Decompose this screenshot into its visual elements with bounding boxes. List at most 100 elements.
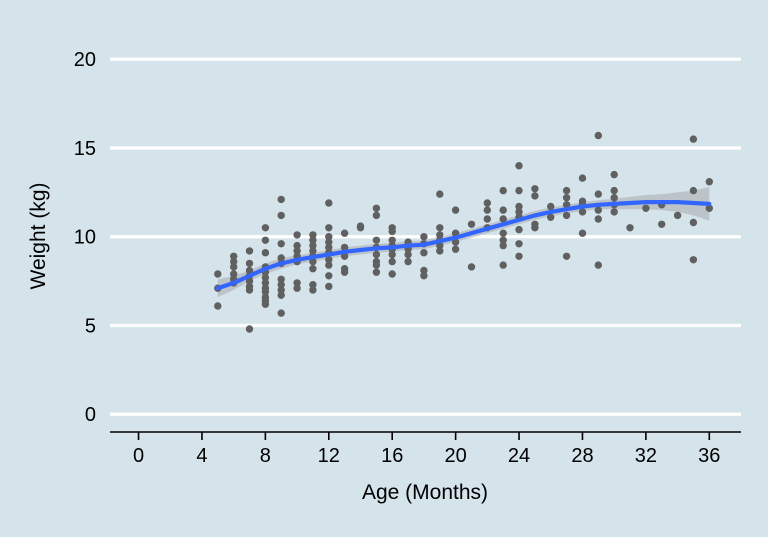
- data-point-65: [340, 229, 349, 237]
- data-point-154: [626, 224, 634, 232]
- data-point-58: [325, 238, 333, 246]
- data-point-90: [404, 250, 412, 259]
- data-point-23: [261, 279, 270, 287]
- data-point-57: [325, 233, 333, 241]
- data-point-37: [277, 291, 285, 299]
- data-point-98: [436, 224, 444, 232]
- data-point-76: [372, 250, 381, 259]
- data-point-53: [309, 281, 317, 289]
- data-point-49: [309, 247, 317, 255]
- data-point-117: [499, 236, 507, 244]
- data-point-39: [293, 231, 301, 239]
- data-point-108: [467, 263, 476, 271]
- data-point-72: [372, 204, 381, 212]
- y-tick-label-1: 5: [85, 315, 96, 337]
- data-point-28: [261, 300, 270, 308]
- data-point-4: [230, 257, 238, 266]
- data-point-107: [467, 220, 476, 228]
- data-point-132: [547, 202, 555, 211]
- data-point-95: [420, 266, 428, 275]
- data-point-18: [261, 236, 270, 244]
- x-tick-label-7: 28: [571, 445, 593, 467]
- data-point-135: [562, 194, 571, 202]
- data-point-46: [309, 231, 317, 239]
- data-point-86: [388, 257, 396, 266]
- data-point-137: [562, 211, 571, 220]
- data-point-13: [245, 277, 254, 285]
- data-point-47: [309, 236, 317, 244]
- data-point-74: [372, 236, 381, 244]
- data-point-2: [214, 302, 222, 310]
- data-point-138: [562, 252, 571, 260]
- x-tick-label-8: 32: [635, 445, 657, 467]
- data-point-127: [515, 252, 523, 260]
- data-point-114: [499, 206, 507, 214]
- data-point-44: [293, 279, 301, 287]
- data-point-61: [325, 256, 333, 264]
- data-point-106: [451, 245, 460, 253]
- data-point-32: [277, 254, 285, 262]
- data-point-113: [499, 186, 507, 195]
- data-point-109: [483, 199, 491, 207]
- data-point-145: [594, 190, 602, 198]
- x-tick-label-4: 16: [381, 445, 403, 467]
- data-point-17: [261, 224, 270, 232]
- data-point-48: [309, 241, 317, 250]
- y-axis-ticks: 0 5 10 15 20: [74, 49, 96, 426]
- data-point-87: [388, 270, 396, 278]
- data-point-118: [499, 241, 507, 250]
- y-tick-label-0: 0: [85, 404, 96, 426]
- data-point-29: [277, 195, 285, 204]
- data-point-147: [594, 215, 602, 223]
- data-point-111: [483, 215, 491, 223]
- data-point-120: [515, 162, 523, 170]
- data-point-71: [356, 224, 365, 232]
- data-point-119: [499, 261, 507, 269]
- x-tick-label-1: 4: [196, 445, 207, 467]
- data-point-153: [610, 208, 618, 216]
- y-axis-title: Weight (kg): [27, 183, 50, 290]
- data-point-151: [610, 194, 618, 202]
- data-point-148: [594, 261, 602, 269]
- data-point-66: [340, 243, 349, 252]
- data-point-56: [325, 224, 333, 232]
- data-point-157: [658, 220, 666, 228]
- data-point-78: [372, 261, 381, 269]
- data-point-16: [245, 325, 254, 333]
- data-point-103: [451, 206, 460, 214]
- y-tick-label-2: 10: [74, 227, 96, 249]
- data-point-19: [261, 249, 270, 257]
- data-point-35: [277, 281, 285, 289]
- data-point-131: [531, 224, 539, 232]
- data-point-96: [420, 272, 428, 280]
- data-point-133: [547, 213, 555, 221]
- data-point-94: [420, 249, 428, 257]
- data-point-121: [515, 186, 523, 195]
- x-tick-label-6: 24: [508, 445, 530, 467]
- data-point-146: [594, 206, 602, 214]
- data-point-52: [309, 265, 317, 273]
- data-point-139: [578, 174, 587, 182]
- data-point-0: [214, 270, 222, 278]
- x-tick-label-2: 8: [260, 445, 271, 467]
- data-point-129: [531, 192, 539, 200]
- data-point-6: [230, 270, 238, 278]
- data-point-142: [578, 208, 587, 216]
- data-point-69: [340, 268, 349, 276]
- data-point-59: [325, 243, 333, 252]
- data-point-149: [610, 170, 618, 179]
- data-point-9: [245, 247, 254, 255]
- data-point-10: [245, 259, 254, 268]
- data-point-125: [515, 225, 523, 234]
- data-point-79: [372, 268, 381, 276]
- data-point-159: [689, 135, 698, 143]
- data-point-85: [388, 250, 396, 259]
- data-point-144: [594, 131, 602, 140]
- data-point-110: [483, 206, 491, 214]
- data-point-34: [277, 275, 285, 283]
- confidence-ribbon: [217, 187, 710, 298]
- data-point-55: [325, 199, 333, 207]
- data-point-158: [673, 211, 682, 220]
- data-point-122: [515, 202, 523, 211]
